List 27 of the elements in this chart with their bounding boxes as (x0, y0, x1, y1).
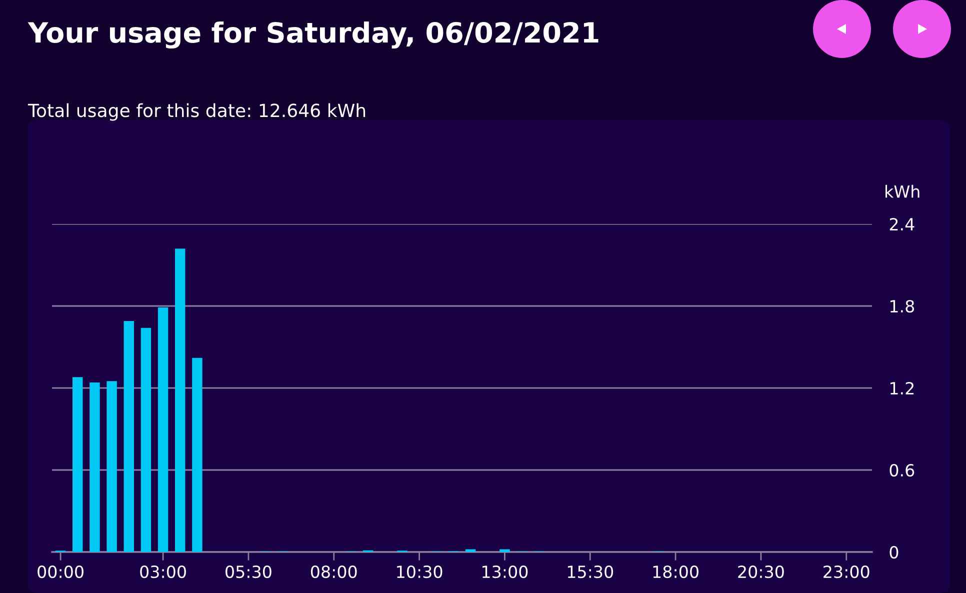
x-tick-label: 00:00 (38, 565, 84, 578)
bar (140, 328, 152, 552)
x-tick-label: 08:00 (310, 565, 357, 578)
x-tick-label: 23:00 (824, 565, 870, 578)
bar (175, 248, 186, 552)
y-tick-label: 1.8 (890, 300, 914, 313)
bar (192, 358, 202, 552)
x-tick-label: 13:00 (482, 565, 528, 578)
x-tick-label: 03:00 (140, 565, 186, 578)
bar (158, 307, 168, 552)
y-tick-label: 0 (890, 546, 898, 559)
x-tick-label: 15:30 (568, 565, 614, 578)
x-tick-label: 20:30 (738, 565, 784, 578)
x-tick-label: 05:30 (226, 565, 272, 578)
bar (72, 377, 83, 552)
y-tick-label: 2.4 (890, 218, 914, 230)
y-tick-label: 0.6 (890, 464, 914, 477)
bar (124, 321, 134, 552)
bar (90, 382, 100, 552)
chart-subtitle: Total usage for this date: 12.646 kWh (28, 103, 366, 121)
bar (500, 549, 510, 552)
x-tick-label: 10:30 (397, 565, 442, 578)
chart-title: Your usage for Saturday, 06/02/2021 (28, 21, 598, 49)
x-tick-label: 18:00 (653, 565, 698, 578)
y-axis-title: kWh (886, 184, 920, 198)
y-tick-label: 1.2 (890, 382, 914, 394)
bar (106, 381, 117, 552)
